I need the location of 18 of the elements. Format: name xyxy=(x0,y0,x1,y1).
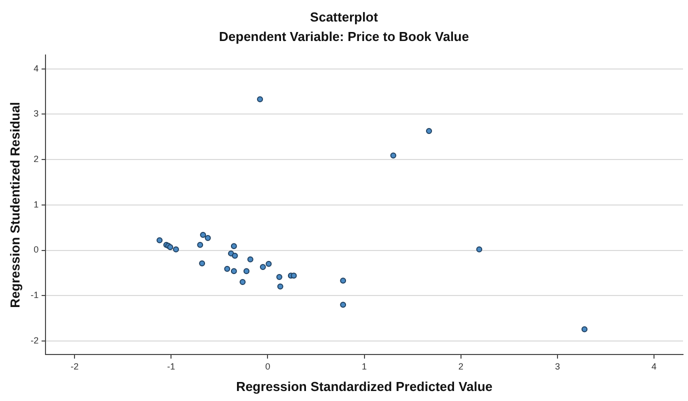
x-axis-title: Regression Standardized Predicted Value xyxy=(236,378,493,394)
x-tick-label: 0 xyxy=(265,361,270,372)
x-tick-label: 1 xyxy=(362,361,367,372)
x-tick-label: -2 xyxy=(70,361,79,372)
y-tick-label: 3 xyxy=(34,108,39,119)
y-tick-label: -2 xyxy=(30,335,39,346)
x-tick-label: 2 xyxy=(458,361,464,372)
x-tick-label: 3 xyxy=(554,361,560,372)
y-tick-label: 2 xyxy=(34,154,39,164)
x-tick-label: 4 xyxy=(652,361,657,372)
chart-subtitle: Dependent Variable: Price to Book Value xyxy=(219,28,469,44)
y-axis-title: Regression Studentized Residual xyxy=(7,102,22,308)
y-tick-label: 4 xyxy=(34,63,39,74)
x-tick-label: -1 xyxy=(167,361,176,372)
y-tick-label: -1 xyxy=(30,290,39,300)
y-tick-label: 0 xyxy=(34,244,39,255)
chart-title: Scatterplot xyxy=(310,9,379,24)
y-tick-label: 1 xyxy=(34,199,39,210)
